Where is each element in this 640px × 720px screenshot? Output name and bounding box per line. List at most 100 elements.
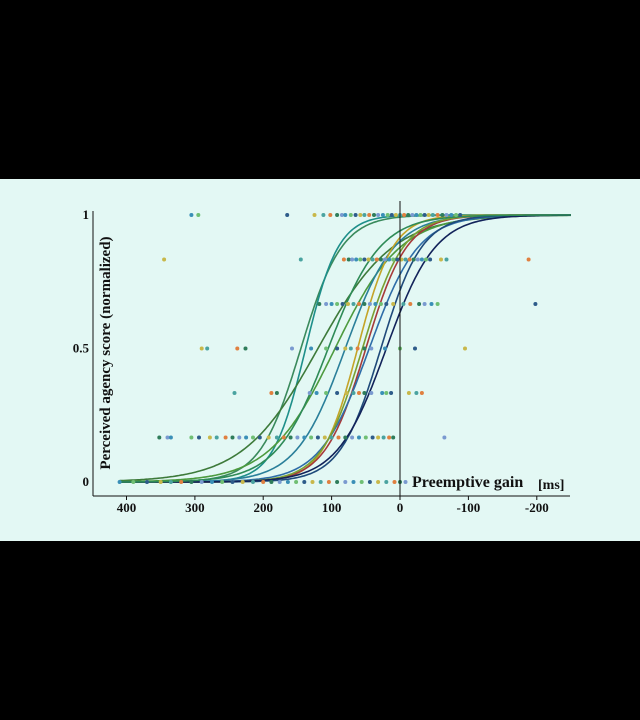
data-point — [257, 435, 262, 440]
data-point — [310, 480, 315, 484]
axes — [92, 201, 570, 497]
fit-curve-12 — [119, 214, 571, 483]
data-point — [339, 213, 344, 217]
data-points — [117, 213, 538, 484]
y-axis-label: Perceived agency score (normalized) — [98, 236, 114, 469]
data-point — [393, 213, 398, 217]
data-point — [442, 435, 447, 440]
data-point — [376, 435, 381, 440]
data-point — [158, 480, 163, 484]
data-point — [444, 213, 449, 217]
data-point — [329, 435, 334, 440]
data-point — [440, 213, 445, 217]
data-point — [389, 213, 394, 217]
data-point — [376, 480, 381, 484]
data-point — [380, 391, 385, 395]
data-point — [387, 257, 392, 262]
data-point — [295, 435, 300, 440]
data-point — [362, 213, 367, 217]
data-point — [117, 480, 122, 484]
data-point — [261, 480, 266, 484]
data-point — [343, 435, 348, 440]
data-point — [189, 480, 194, 484]
data-point — [351, 391, 356, 395]
data-point — [395, 257, 400, 262]
data-point — [343, 480, 348, 484]
fit-curve-11 — [119, 214, 572, 483]
data-point — [251, 480, 255, 484]
data-point — [309, 435, 314, 440]
data-point — [315, 435, 320, 440]
data-point — [350, 435, 355, 440]
data-point — [302, 480, 307, 484]
data-point — [251, 435, 255, 440]
data-point — [205, 346, 210, 351]
data-point — [419, 257, 424, 262]
data-point — [307, 391, 312, 395]
data-point — [348, 346, 353, 351]
data-point — [406, 391, 411, 395]
tick-labels: 400 300 200 100 0 -100 -200 0 0.5 1 — [73, 207, 549, 515]
data-point — [369, 346, 374, 351]
data-point — [370, 257, 375, 262]
data-point — [362, 346, 367, 351]
data-point — [199, 346, 204, 351]
data-point — [351, 480, 356, 484]
data-point — [145, 480, 149, 484]
data-point — [335, 213, 340, 217]
data-point — [335, 480, 340, 484]
data-point — [418, 213, 423, 217]
x-tick-label: 100 — [322, 500, 342, 515]
data-point — [168, 480, 173, 484]
x-tick-label: 300 — [185, 500, 205, 515]
x-tick-label: 200 — [253, 500, 273, 515]
data-point — [424, 257, 428, 262]
data-point — [367, 213, 372, 217]
data-point — [413, 346, 417, 351]
data-point — [439, 257, 443, 262]
data-point — [189, 213, 194, 217]
data-point — [348, 213, 353, 217]
data-point — [384, 480, 389, 484]
data-point — [357, 435, 361, 440]
data-point — [454, 213, 459, 217]
data-point — [422, 302, 427, 306]
data-point — [354, 257, 359, 262]
data-point — [314, 391, 319, 395]
data-point — [341, 257, 346, 262]
data-point — [358, 213, 363, 217]
data-point — [367, 480, 372, 484]
data-point — [336, 435, 341, 440]
data-point — [373, 302, 378, 306]
data-point — [240, 480, 245, 484]
data-point — [326, 480, 331, 484]
data-point — [358, 257, 363, 262]
data-point — [385, 213, 390, 217]
data-point — [384, 391, 389, 395]
y-tick-label: 1 — [83, 207, 90, 222]
data-point — [419, 391, 424, 395]
data-point — [355, 346, 360, 351]
data-point — [402, 213, 407, 217]
data-point — [328, 213, 333, 217]
data-point — [458, 213, 463, 217]
data-point — [392, 480, 397, 484]
data-point — [383, 346, 387, 351]
data-point — [415, 257, 420, 262]
data-point — [237, 435, 242, 440]
x-axis-label: Preemptive gain — [412, 474, 523, 491]
data-point — [340, 302, 345, 306]
data-point — [235, 346, 240, 351]
data-point — [533, 302, 538, 306]
data-point — [406, 213, 411, 217]
data-point — [302, 435, 307, 440]
data-point — [449, 213, 454, 217]
data-point — [463, 346, 467, 351]
data-point — [403, 480, 408, 484]
data-point — [435, 213, 440, 217]
data-point — [429, 302, 434, 306]
data-point — [207, 435, 212, 440]
data-point — [277, 480, 282, 484]
data-point — [317, 302, 322, 306]
data-point — [367, 302, 372, 306]
